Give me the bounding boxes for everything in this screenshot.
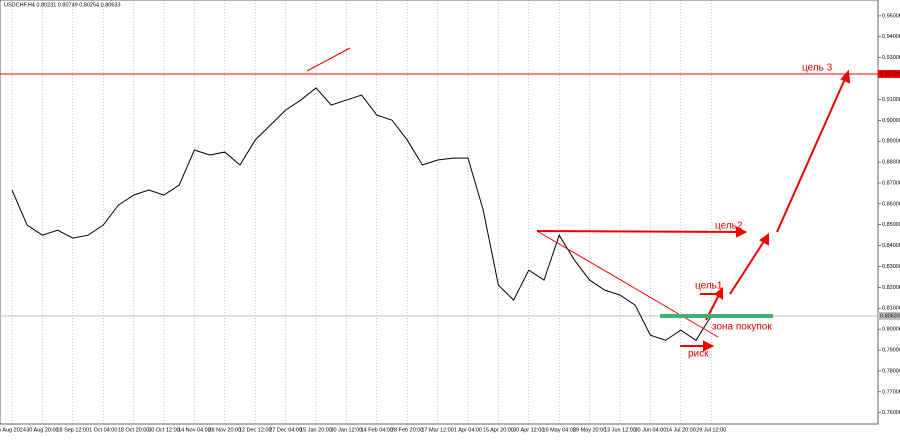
x-tick-label: 17 Mar 12:00 <box>421 427 453 433</box>
y-tick-label: 0.94000 <box>882 34 900 40</box>
x-tick-label: 27 Dec 04:00 <box>269 427 302 433</box>
trend-line <box>536 230 719 338</box>
arrow-head <box>736 226 748 238</box>
annotations <box>306 47 851 352</box>
arrow-head <box>759 233 769 246</box>
x-tick-label: 30 Aug 20:00 <box>26 427 58 433</box>
y-tick-label: 0.86000 <box>882 201 900 207</box>
x-tick-label: 1 Apr 04:00 <box>454 427 482 433</box>
y-tick-label: 0.76000 <box>882 410 900 416</box>
y-tick-label: 0.80000 <box>882 327 900 333</box>
y-tick-label: 0.85000 <box>882 222 900 228</box>
y-tick-label: 0.82000 <box>882 285 900 291</box>
x-tick-label: 14 Feb 04:00 <box>361 427 393 433</box>
x-tick-label: 30 Apr 12:00 <box>513 427 544 433</box>
annotation: цель2 <box>715 221 743 232</box>
x-tick-label: 28 Feb 20:00 <box>391 427 423 433</box>
trend-stroke <box>306 47 351 72</box>
price-level-box <box>878 311 900 320</box>
x-tick-label: 18 Sep 12:00 <box>56 427 89 433</box>
arrow-head <box>703 340 715 352</box>
buy-zone <box>660 314 773 318</box>
target3-path <box>776 71 849 233</box>
annotation: зона покупок <box>712 322 772 333</box>
x-tick-label: 6 Aug 2024 <box>0 427 26 433</box>
y-tick-label: 0.93000 <box>882 55 900 61</box>
y-tick-label: 0.84000 <box>882 243 900 249</box>
x-tick-label: 29 Jul 12:00 <box>696 427 726 433</box>
annotation: цель 3 <box>802 63 833 74</box>
target2-path <box>729 234 769 295</box>
annotation: цель1 <box>695 281 723 292</box>
y-tick-label: 0.81000 <box>882 306 900 312</box>
x-tick-label: 13 Jun 12:00 <box>604 427 636 433</box>
y-tick-label: 0.88000 <box>882 160 900 166</box>
x-tick-label: 28 Nov 20:00 <box>208 427 241 433</box>
y-tick-label: 0.90000 <box>882 118 900 124</box>
price-line <box>11 87 712 341</box>
x-tick-label: 29 May 20:00 <box>573 427 606 433</box>
x-tick-label: 15 Jan 20:00 <box>300 427 332 433</box>
chart-title: USDCHF,H4 0.80231 0.80749 0.80254 0.8063… <box>4 2 121 8</box>
x-tick-label: 12 Dec 12:00 <box>239 427 272 433</box>
y-tick-label: 0.95000 <box>882 13 900 19</box>
x-tick-label: 18 Oct 20:00 <box>118 427 150 433</box>
plot-frame <box>0 0 879 425</box>
y-tick-label: 0.79000 <box>882 348 900 354</box>
x-tick-label: 30 Jun 04:00 <box>634 427 666 433</box>
y-tick-label: 0.91000 <box>882 97 900 103</box>
x-tick-label: 1 Oct 04:00 <box>89 427 117 433</box>
target2-arrow <box>536 230 746 233</box>
price-level-label: 0.80633 <box>880 313 900 319</box>
y-tick-label: 0.78000 <box>882 368 900 374</box>
x-tick-label: 14 Nov 04:00 <box>178 427 211 433</box>
y-tick-label: 0.87000 <box>882 180 900 186</box>
price-level-box <box>878 69 900 78</box>
x-tick-label: 15 May 04:00 <box>543 427 576 433</box>
x-tick-label: 15 Apr 20:00 <box>483 427 514 433</box>
x-tick-label: 30 Oct 12:00 <box>148 427 180 433</box>
price-level-label: 0.92220 <box>880 71 900 77</box>
arrow-head <box>840 69 851 84</box>
y-tick-label: 0.83000 <box>882 264 900 270</box>
x-tick-label: 30 Jan 12:00 <box>330 427 362 433</box>
annotation: риск <box>688 349 709 360</box>
y-tick-label: 0.89000 <box>882 139 900 145</box>
y-tick-label: 0.77000 <box>882 389 900 395</box>
x-tick-label: 14 Jul 20:00 <box>666 427 696 433</box>
arrow-head <box>714 286 723 300</box>
